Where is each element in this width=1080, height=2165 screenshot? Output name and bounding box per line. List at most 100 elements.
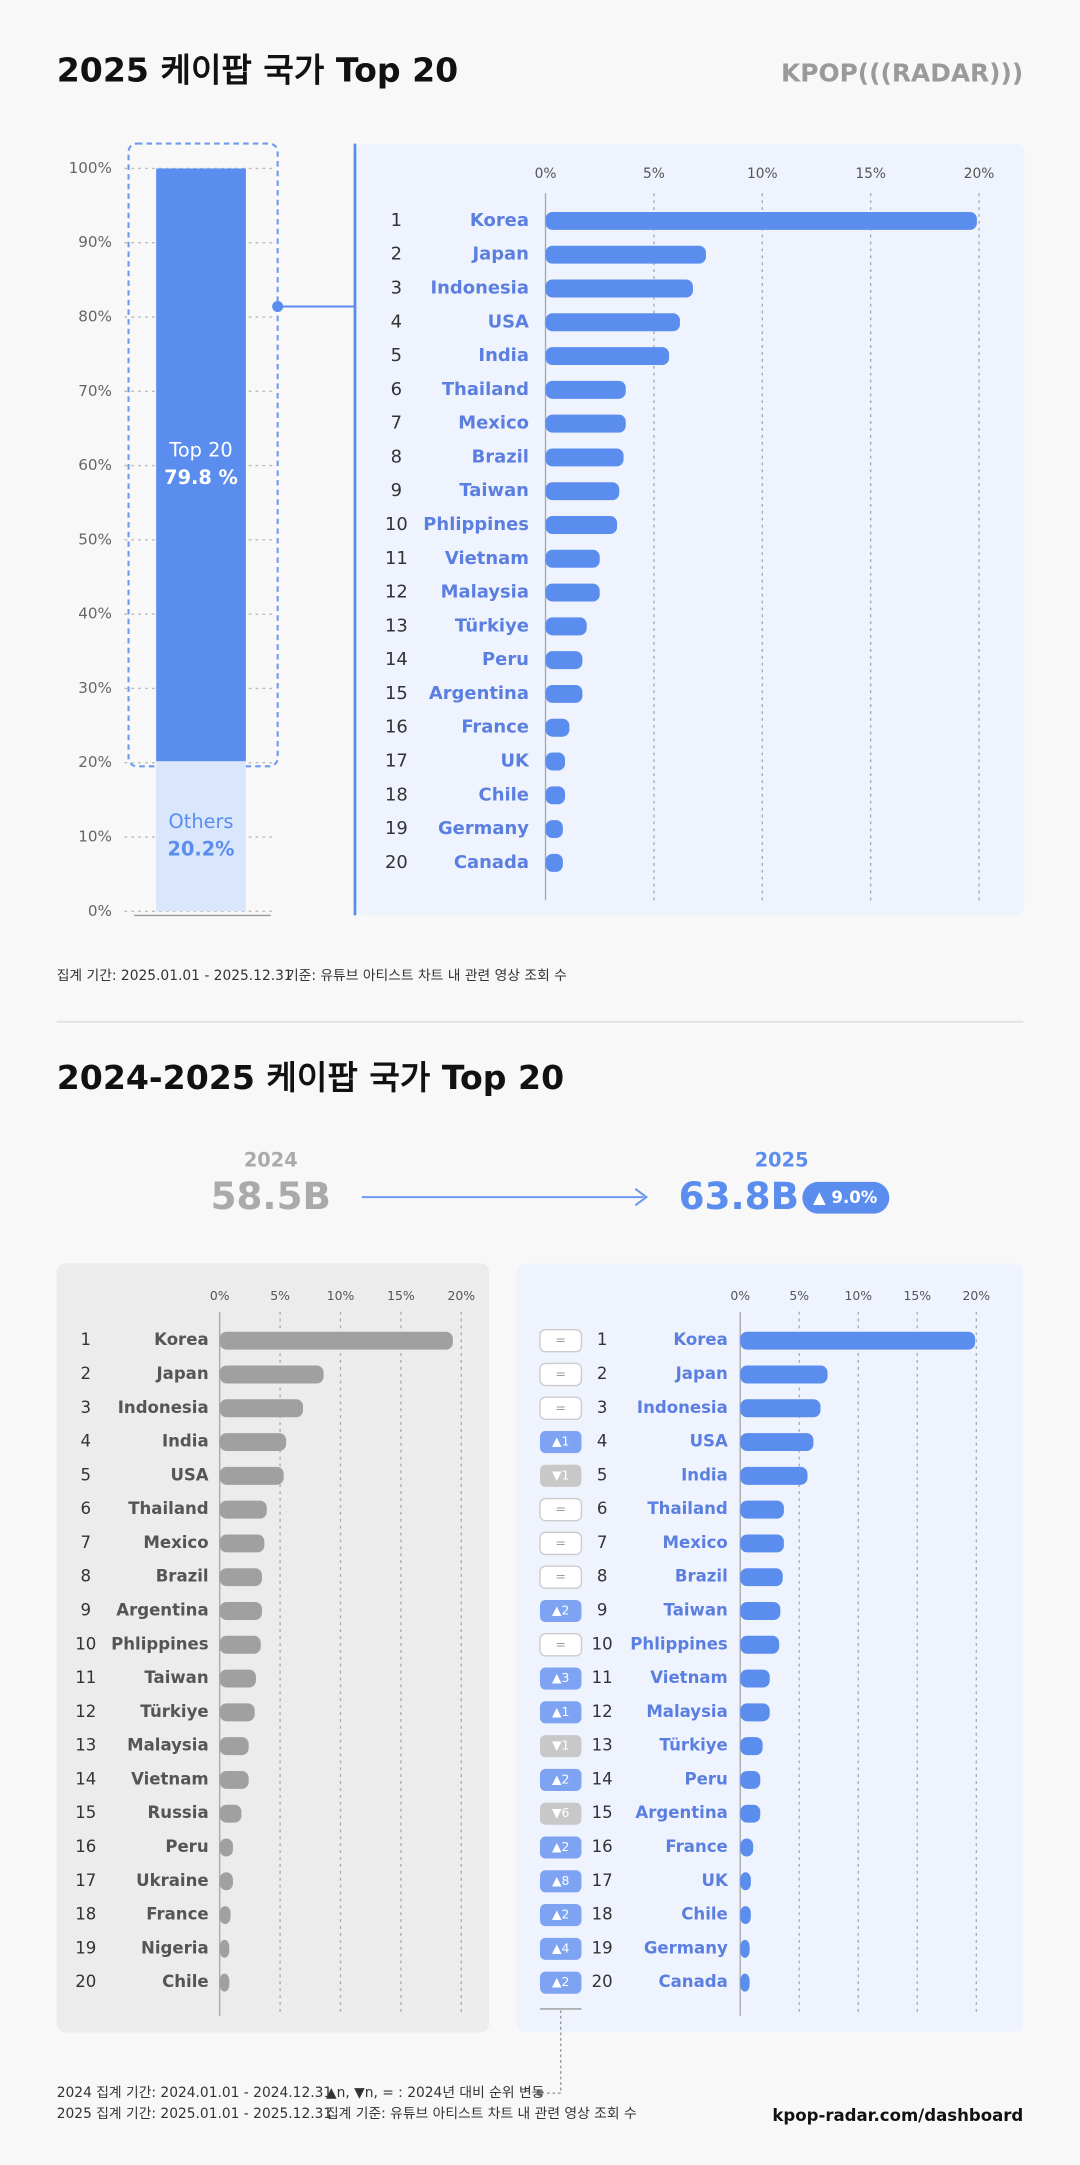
rank: 3	[391, 277, 402, 298]
rank: 15	[592, 1803, 613, 1822]
badge	[540, 1701, 582, 1724]
bar	[740, 1534, 784, 1553]
category: Peru	[165, 1837, 208, 1856]
bar	[219, 1331, 453, 1350]
rank-change: ▼1	[552, 1467, 569, 1482]
panel	[356, 143, 1025, 916]
brand: KPOP(((RADAR)))	[781, 59, 1023, 88]
category: Thailand	[128, 1499, 208, 1518]
badge	[539, 1328, 583, 1353]
category: Indonesia	[430, 277, 528, 298]
category: Phlippines	[630, 1634, 728, 1653]
x-tick-label: 0%	[210, 1288, 230, 1303]
bar	[545, 347, 670, 366]
rank: 19	[75, 1938, 96, 1957]
rank: 18	[385, 784, 408, 805]
rank: 13	[385, 615, 408, 636]
bar	[740, 1804, 761, 1823]
rank-change: =	[556, 1366, 566, 1381]
y-tick-label: 40%	[78, 605, 112, 623]
bar	[219, 1804, 242, 1823]
x-tick-label: 10%	[327, 1288, 355, 1303]
badge	[539, 1633, 583, 1657]
badge	[539, 1497, 583, 1522]
bar	[545, 313, 680, 332]
rank-change: ▲2	[552, 1839, 569, 1854]
bar	[545, 617, 587, 636]
bar	[740, 1669, 770, 1688]
category: Germany	[438, 818, 529, 839]
rank: 2	[597, 1364, 608, 1383]
bar	[545, 684, 583, 703]
rank: 7	[80, 1533, 91, 1552]
x-tick-label: 15%	[387, 1288, 415, 1303]
title: 2024-2025 케이팝 국가 Top 20	[57, 1058, 564, 1097]
x-tick-label: 20%	[964, 166, 995, 182]
x-tick-label: 0%	[730, 1288, 750, 1303]
rank: 16	[592, 1837, 613, 1856]
category: Malaysia	[646, 1702, 727, 1721]
y-tick-label: 30%	[78, 679, 112, 697]
bar	[219, 1433, 287, 1452]
category: France	[665, 1837, 727, 1856]
x-tick-label: 10%	[747, 166, 778, 182]
rank: 6	[80, 1499, 91, 1518]
arrow-head	[634, 1187, 649, 1207]
rank: 20	[75, 1972, 96, 1991]
bar	[740, 1939, 750, 1958]
rank-change: ▲2	[552, 1974, 569, 1989]
category: Türkiye	[659, 1736, 727, 1755]
bar	[740, 1770, 761, 1789]
rank: 14	[592, 1769, 613, 1788]
bar	[740, 1737, 763, 1756]
category: Peru	[482, 649, 529, 670]
category: Malaysia	[127, 1736, 208, 1755]
title: 2025 케이팝 국가 Top 20	[57, 50, 458, 89]
bar	[740, 1973, 750, 1992]
rank-change: ▲1	[552, 1434, 569, 1449]
rank: 11	[592, 1668, 613, 1687]
bar	[545, 211, 977, 230]
rank: 17	[385, 751, 408, 772]
rank: 5	[391, 345, 402, 366]
rank: 13	[592, 1736, 613, 1755]
bar	[545, 786, 566, 805]
rank-change: =	[556, 1400, 566, 1415]
change-badge	[802, 1181, 890, 1214]
footnote: 집계 기준: 유튜브 아티스트 차트 내 관련 영상 조회 수	[326, 2106, 637, 2122]
bar	[219, 1568, 262, 1587]
footnote: 집계 기간: 2025.01.01 - 2025.12.31	[57, 968, 293, 984]
badge	[540, 1431, 582, 1454]
rank: 19	[385, 818, 408, 839]
bar	[740, 1838, 754, 1857]
rank: 1	[80, 1330, 91, 1349]
rank: 6	[391, 379, 402, 400]
category: Brazil	[675, 1567, 728, 1586]
x-tick-label: 20%	[448, 1288, 476, 1303]
category: Chile	[479, 784, 529, 805]
badge	[539, 1362, 583, 1387]
footnote: 기준: 유튜브 아티스트 차트 내 관련 영상 조회 수	[286, 968, 567, 984]
rank: 8	[597, 1567, 608, 1586]
category: Canada	[658, 1972, 727, 1991]
category: Thailand	[647, 1499, 727, 1518]
category: Chile	[681, 1905, 728, 1924]
x-tick-label: 10%	[844, 1288, 872, 1303]
bar	[545, 549, 600, 568]
bar	[219, 1906, 231, 1925]
rank-change: ▲2	[552, 1602, 569, 1617]
category: Mexico	[458, 413, 529, 434]
x-tick-label: 5%	[270, 1288, 290, 1303]
category: Indonesia	[637, 1398, 728, 1417]
footnote: 2024 집계 기간: 2024.01.01 - 2024.12.31	[57, 2085, 332, 2101]
bar	[545, 414, 626, 433]
rank: 19	[592, 1938, 613, 1957]
category: Brazil	[156, 1567, 209, 1586]
category: Brazil	[472, 446, 529, 467]
rank: 8	[391, 446, 402, 467]
bar	[545, 448, 624, 467]
rank: 9	[391, 480, 402, 501]
rank: 7	[391, 413, 402, 434]
badge	[539, 1396, 583, 1421]
